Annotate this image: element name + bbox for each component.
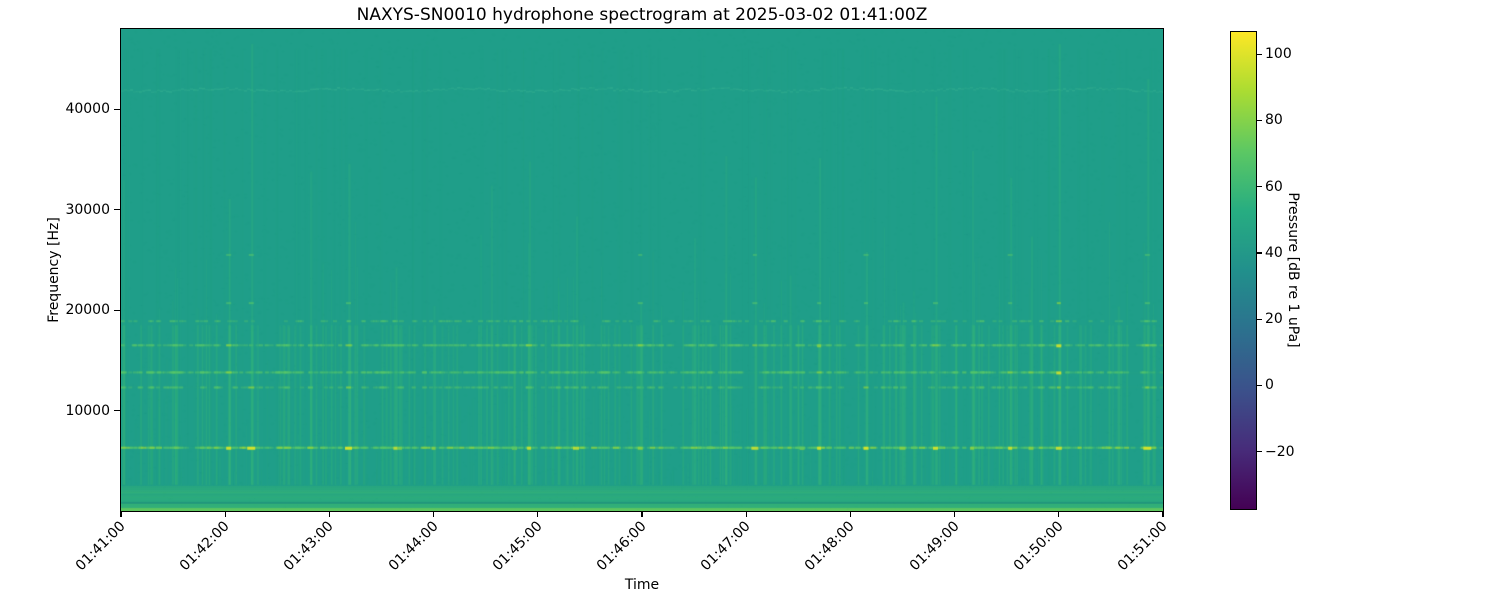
x-tick-mark [745, 511, 747, 517]
x-tick-mark [1162, 511, 1164, 517]
colorbar-tick-mark [1257, 119, 1262, 122]
colorbar-tick-mark [1257, 384, 1262, 387]
y-tick-label: 20000 [65, 302, 110, 319]
y-tick-mark [114, 108, 120, 110]
colorbar-tick-mark [1257, 186, 1262, 188]
y-tick-label: 10000 [65, 402, 110, 419]
x-tick-mark [328, 511, 330, 517]
colorbar-tick-label: 20 [1265, 311, 1283, 328]
x-tick-mark [641, 511, 643, 517]
colorbar [1230, 31, 1257, 510]
colorbar-tick-label: 0 [1265, 377, 1274, 394]
x-tick-mark [954, 511, 956, 517]
colorbar-tick-label: 100 [1265, 46, 1292, 63]
plot-area [120, 28, 1164, 512]
x-tick-mark [224, 511, 226, 517]
x-tick-mark [120, 511, 122, 517]
x-tick-label: 01:41:00 [72, 518, 129, 575]
x-tick-mark [849, 511, 851, 517]
y-tick-mark [114, 209, 120, 211]
y-tick-mark [114, 309, 120, 311]
colorbar-tick-label: 40 [1265, 244, 1283, 261]
colorbar-tick-mark [1257, 318, 1262, 320]
spectrogram-image [121, 29, 1163, 511]
x-tick-mark [537, 511, 539, 517]
colorbar-tick-mark [1257, 451, 1262, 453]
colorbar-tick-label: −20 [1265, 443, 1295, 460]
colorbar-tick-label: 80 [1265, 112, 1283, 129]
colorbar-tick-mark [1257, 252, 1262, 254]
colorbar-tick-mark [1257, 53, 1262, 55]
colorbar-label: Pressure [dB re 1 uPa] [1285, 192, 1301, 348]
x-tick-mark [433, 511, 435, 517]
x-axis-label: Time [624, 577, 660, 593]
y-tick-mark [114, 409, 120, 412]
colorbar-tick-label: 60 [1265, 178, 1283, 195]
chart-title: NAXYS-SN0010 hydrophone spectrogram at 2… [356, 5, 928, 25]
y-tick-label: 40000 [65, 101, 110, 118]
y-tick-label: 30000 [65, 201, 110, 218]
x-tick-mark [1058, 511, 1060, 517]
